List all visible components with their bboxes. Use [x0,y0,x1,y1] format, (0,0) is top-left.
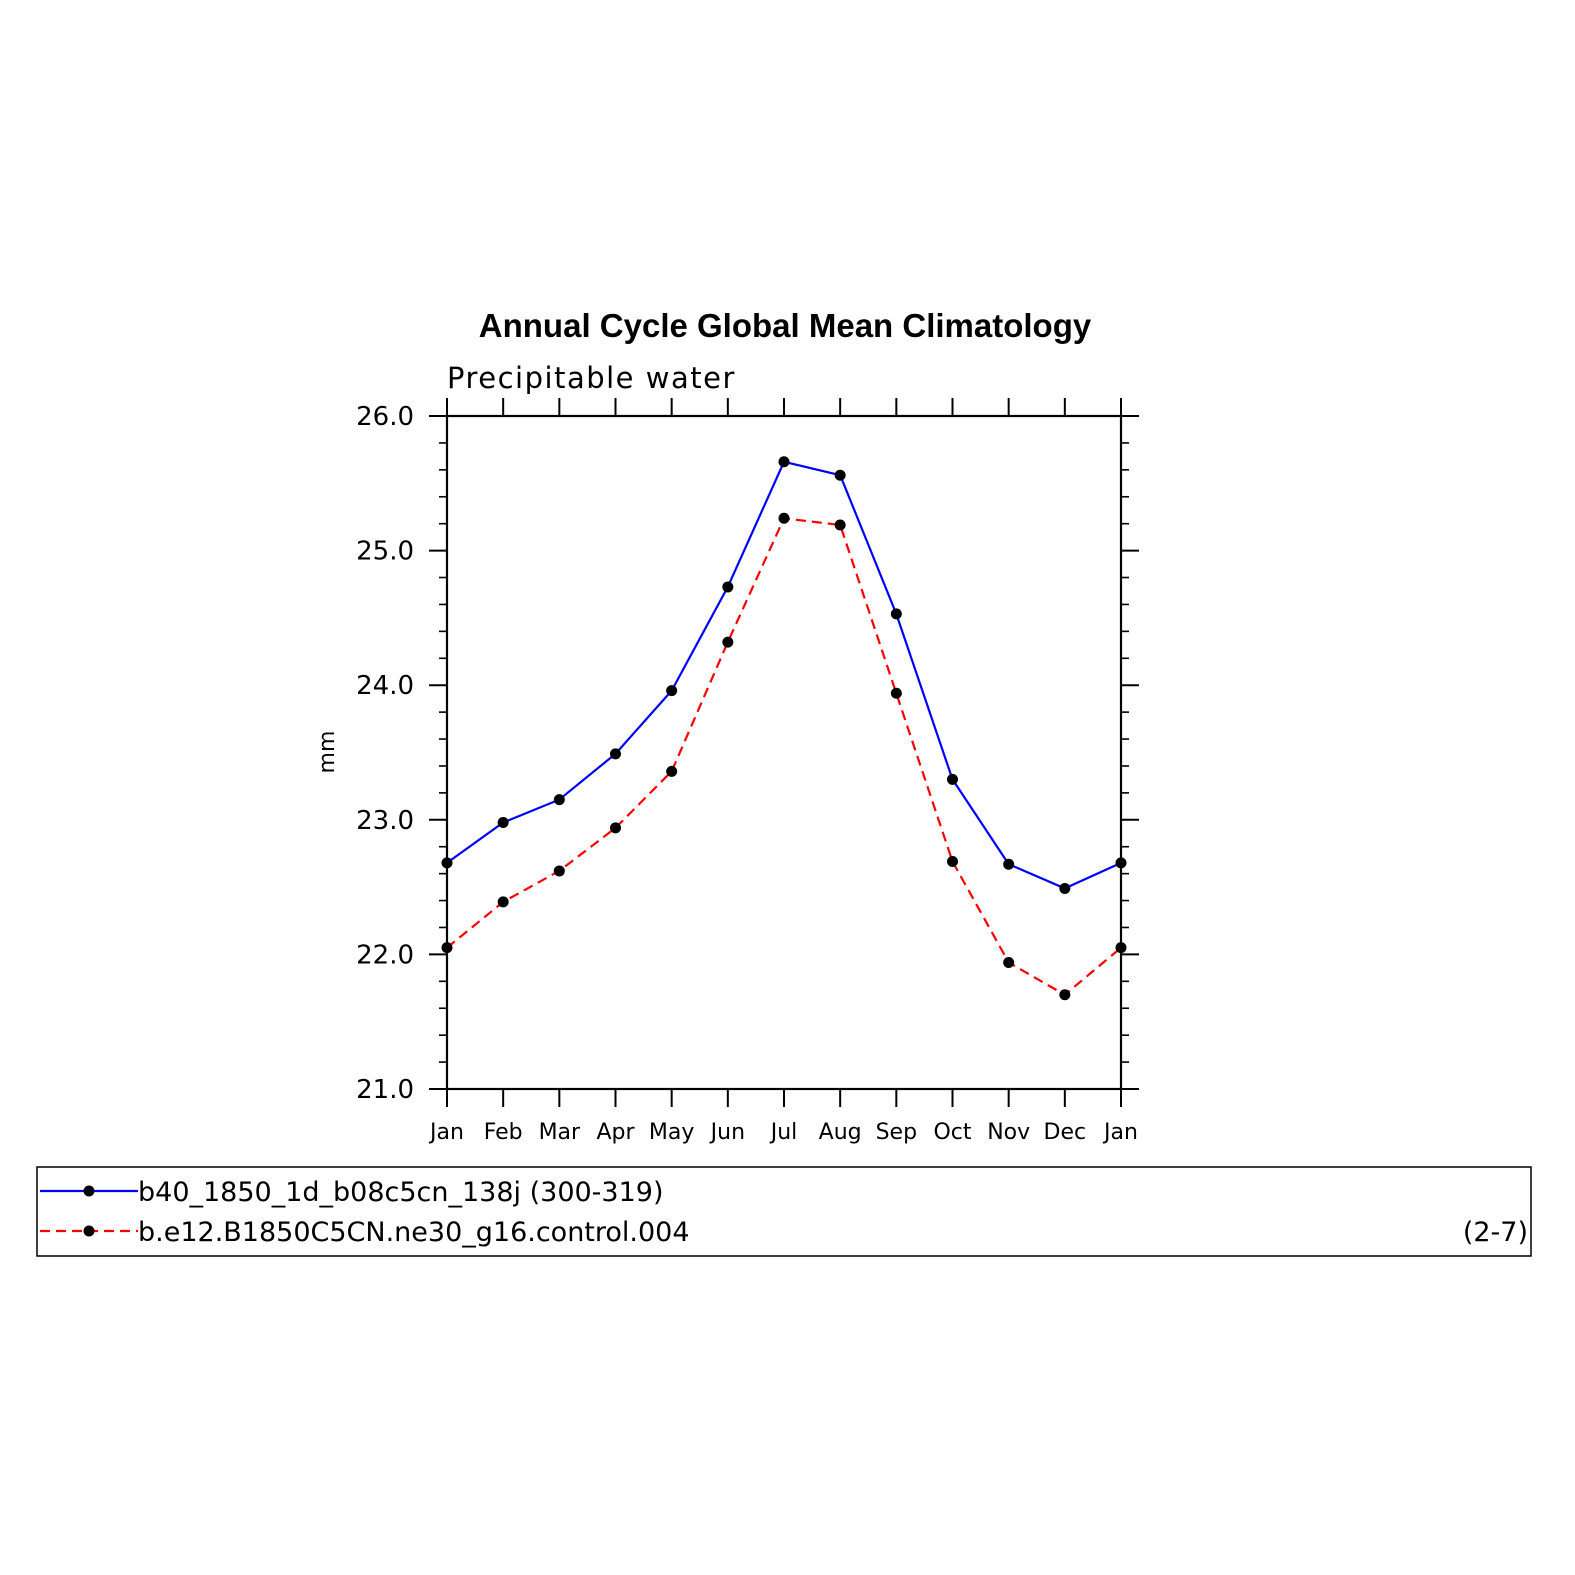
series-2-point [834,519,846,531]
y-tick-label: 24.0 [356,671,414,701]
series-2-point [1003,956,1015,968]
legend: b40_1850_1d_b08c5cn_138j (300-319) b.e12… [36,1166,1532,1257]
series-1-point [553,794,565,806]
legend-note: (2-7) [1463,1217,1528,1248]
chart-subtitle: Precipitable water [447,361,736,395]
x-tick-label: Apr [596,1120,635,1145]
series-2-point [553,865,565,877]
series-2-point [1059,989,1071,1001]
series-1-point [1115,857,1127,869]
series-1-point [722,581,734,593]
series-1-point [666,685,678,697]
series-2-point [666,765,678,777]
x-tick-label: Jan [1102,1120,1138,1145]
series-2-point [778,512,790,524]
series-1-point [497,816,509,828]
legend-marker-series-2 [83,1225,95,1237]
chart-title: Annual Cycle Global Mean Climatology [479,307,1092,344]
series-2-point [722,636,734,648]
series-1-point [1003,858,1015,870]
x-tick-label: Feb [484,1120,523,1145]
x-axis: Jan Feb Mar Apr May Jun Jul Aug Sep Oct Nov Dec Jan [428,398,1138,1145]
legend-box [36,1166,1532,1257]
x-tick-label: Oct [933,1120,971,1145]
y-tick-label: 21.0 [356,1075,414,1105]
x-tick-label: Jun [709,1120,745,1145]
series-1-point [947,773,958,785]
series-line-2 [446,517,1122,997]
x-tick-label: Aug [819,1120,862,1145]
series-1-point [834,469,846,481]
x-tick-label: May [649,1120,694,1145]
series-1-point [890,608,902,620]
series-2-point [441,942,453,954]
y-axis: 21.0 22.0 23.0 24.0 25.0 26.0 [356,402,1139,1105]
x-tick-label: Jul [769,1120,798,1145]
y-tick-label: 25.0 [356,537,414,567]
series-layer [441,456,1127,1001]
legend-label-series-1: b40_1850_1d_b08c5cn_138j (300-319) [138,1177,664,1208]
legend-marker-series-1 [83,1185,95,1197]
series-1-point [778,456,790,468]
legend-label-series-2: b.e12.B1850C5CN.ne30_g16.control.004 [138,1217,690,1248]
x-tick-label: Mar [539,1120,581,1145]
series-2-point [947,856,958,868]
series-1-point [441,857,453,869]
y-tick-label: 26.0 [356,402,414,432]
x-tick-label: Jan [428,1120,464,1145]
x-tick-label: Dec [1044,1120,1087,1145]
series-2-point [497,896,509,908]
series-1-point [610,748,621,760]
series-2-point [890,687,902,699]
y-tick-label: 23.0 [356,806,414,836]
series-line-1 [446,460,1122,890]
y-tick-label: 22.0 [356,940,414,970]
series-2-point [1115,942,1127,954]
series-1-point [1059,882,1071,894]
series-2-point [610,822,621,834]
x-tick-label: Sep [876,1120,917,1145]
x-tick-label: Nov [987,1120,1030,1145]
y-axis-label: mm [315,731,340,774]
